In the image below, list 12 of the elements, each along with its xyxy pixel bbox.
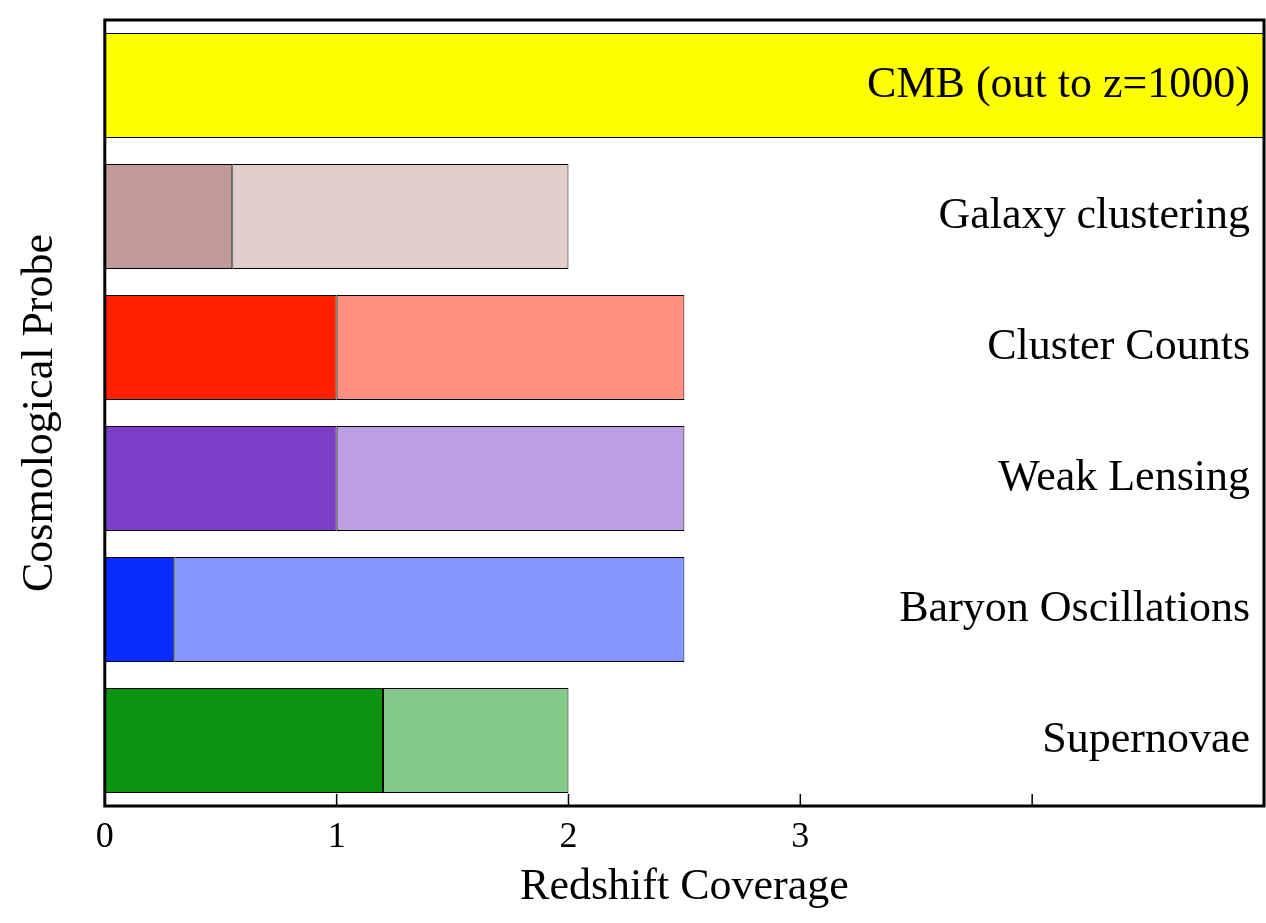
y-tick-label: Baryon Oscillations [899, 582, 1250, 632]
x-tick-label: 3 [791, 815, 810, 856]
y-tick-label: CMB (out to z=1000) [867, 58, 1250, 108]
x-tick-label: 0 [95, 815, 114, 856]
x-axis-title: Redshift Coverage [520, 860, 849, 910]
y-tick-label: Galaxy clustering [938, 189, 1250, 239]
x-tick-label: 1 [327, 815, 346, 856]
x-tick-label: 2 [559, 815, 578, 856]
y-axis-title: Cosmological Probe [12, 233, 62, 593]
y-tick-label: Weak Lensing [998, 451, 1250, 501]
y-tick-label: Supernovae [1042, 713, 1250, 763]
y-tick-label: Cluster Counts [987, 320, 1250, 370]
